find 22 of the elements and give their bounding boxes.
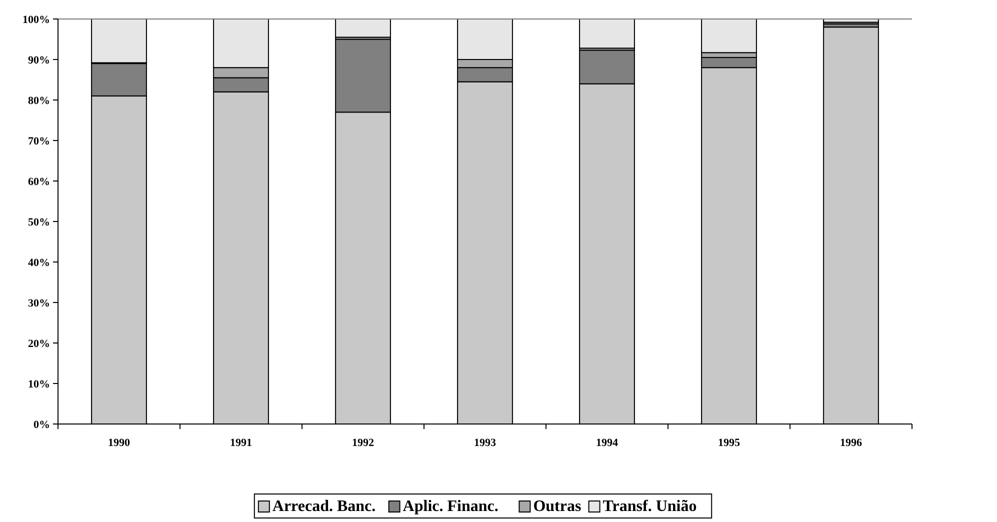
y-tick-label: 10%	[28, 378, 50, 390]
y-tick-label: 20%	[28, 338, 50, 350]
legend-label: Transf. União	[602, 498, 697, 515]
y-tick-label: 50%	[28, 216, 50, 228]
y-tick-label: 80%	[28, 94, 50, 107]
y-tick-label: 40%	[28, 256, 50, 269]
y-tick-label: 30%	[28, 297, 50, 310]
x-tick-label: 1995	[718, 437, 740, 449]
y-tick-label: 100%	[22, 14, 50, 26]
x-tick-label: 1991	[230, 437, 252, 449]
x-tick-label: 1990	[108, 437, 130, 449]
x-tick-label: 1992	[352, 437, 374, 449]
legend-label: Arrecad. Banc.	[272, 498, 376, 515]
y-tick-label: 90%	[28, 54, 50, 66]
x-tick-label: 1994	[596, 437, 618, 449]
legend-label: Outras	[533, 498, 582, 515]
x-tick-label: 1993	[474, 437, 496, 449]
y-tick-label: 70%	[28, 135, 50, 148]
y-tick-label: 60%	[28, 176, 50, 188]
y-tick-label: 0%	[34, 418, 50, 431]
x-tick-label: 1996	[840, 437, 862, 449]
legend-label: Aplic. Financ.	[402, 498, 498, 515]
